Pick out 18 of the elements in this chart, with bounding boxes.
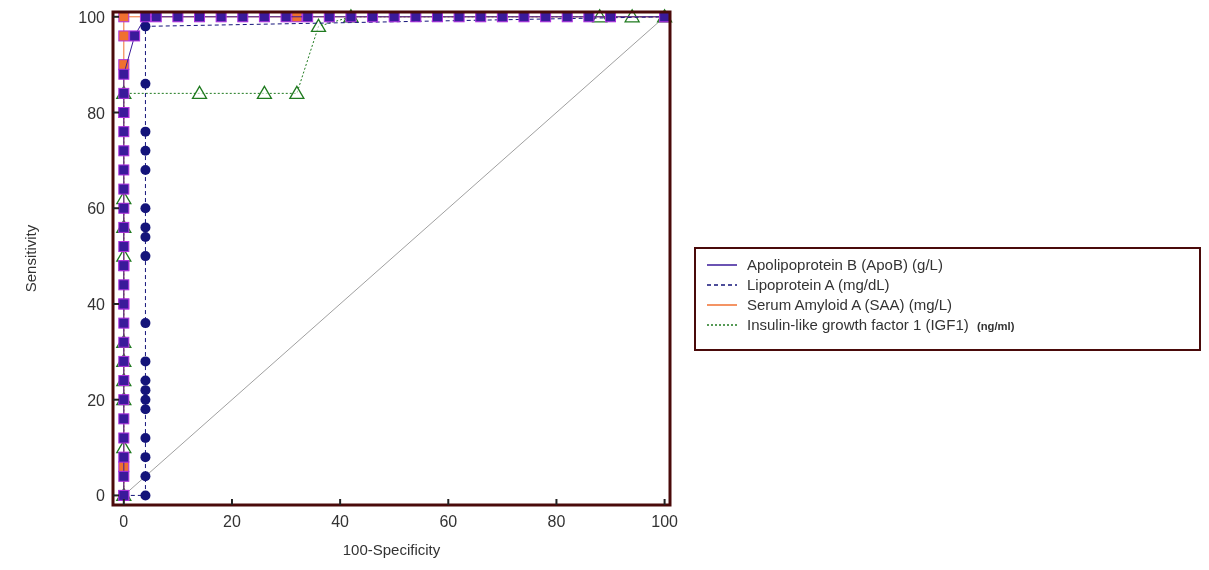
x-tick-label: 0 [119,513,129,530]
y-tick-label: 40 [87,295,106,313]
legend-label: Serum Amyloid A (SAA) (mg/L) [747,296,953,313]
legend-label: Apolipoprotein B (ApoB) (g/L) [747,256,943,273]
y-tick-label: 0 [96,487,106,505]
y-tick-label: 20 [87,391,106,409]
x-tick-label: 100 [651,513,679,530]
y-axis-title: Sensitivity [22,224,39,293]
x-tick-label: 80 [547,513,566,530]
legend-label: Insulin-like growth factor 1 (IGF1) (ng/ml) [747,316,1015,333]
x-tick-label: 40 [331,513,350,530]
x-tick-label: 60 [439,513,458,530]
y-tick-label: 80 [87,104,106,122]
y-tick-label: 100 [78,8,106,26]
y-tick-label: 60 [87,200,106,218]
x-axis-title: 100-Specificity [342,541,441,558]
x-tick-label: 20 [223,513,241,530]
legend-label: Lipoprotein A (mg/dL) [747,276,890,293]
